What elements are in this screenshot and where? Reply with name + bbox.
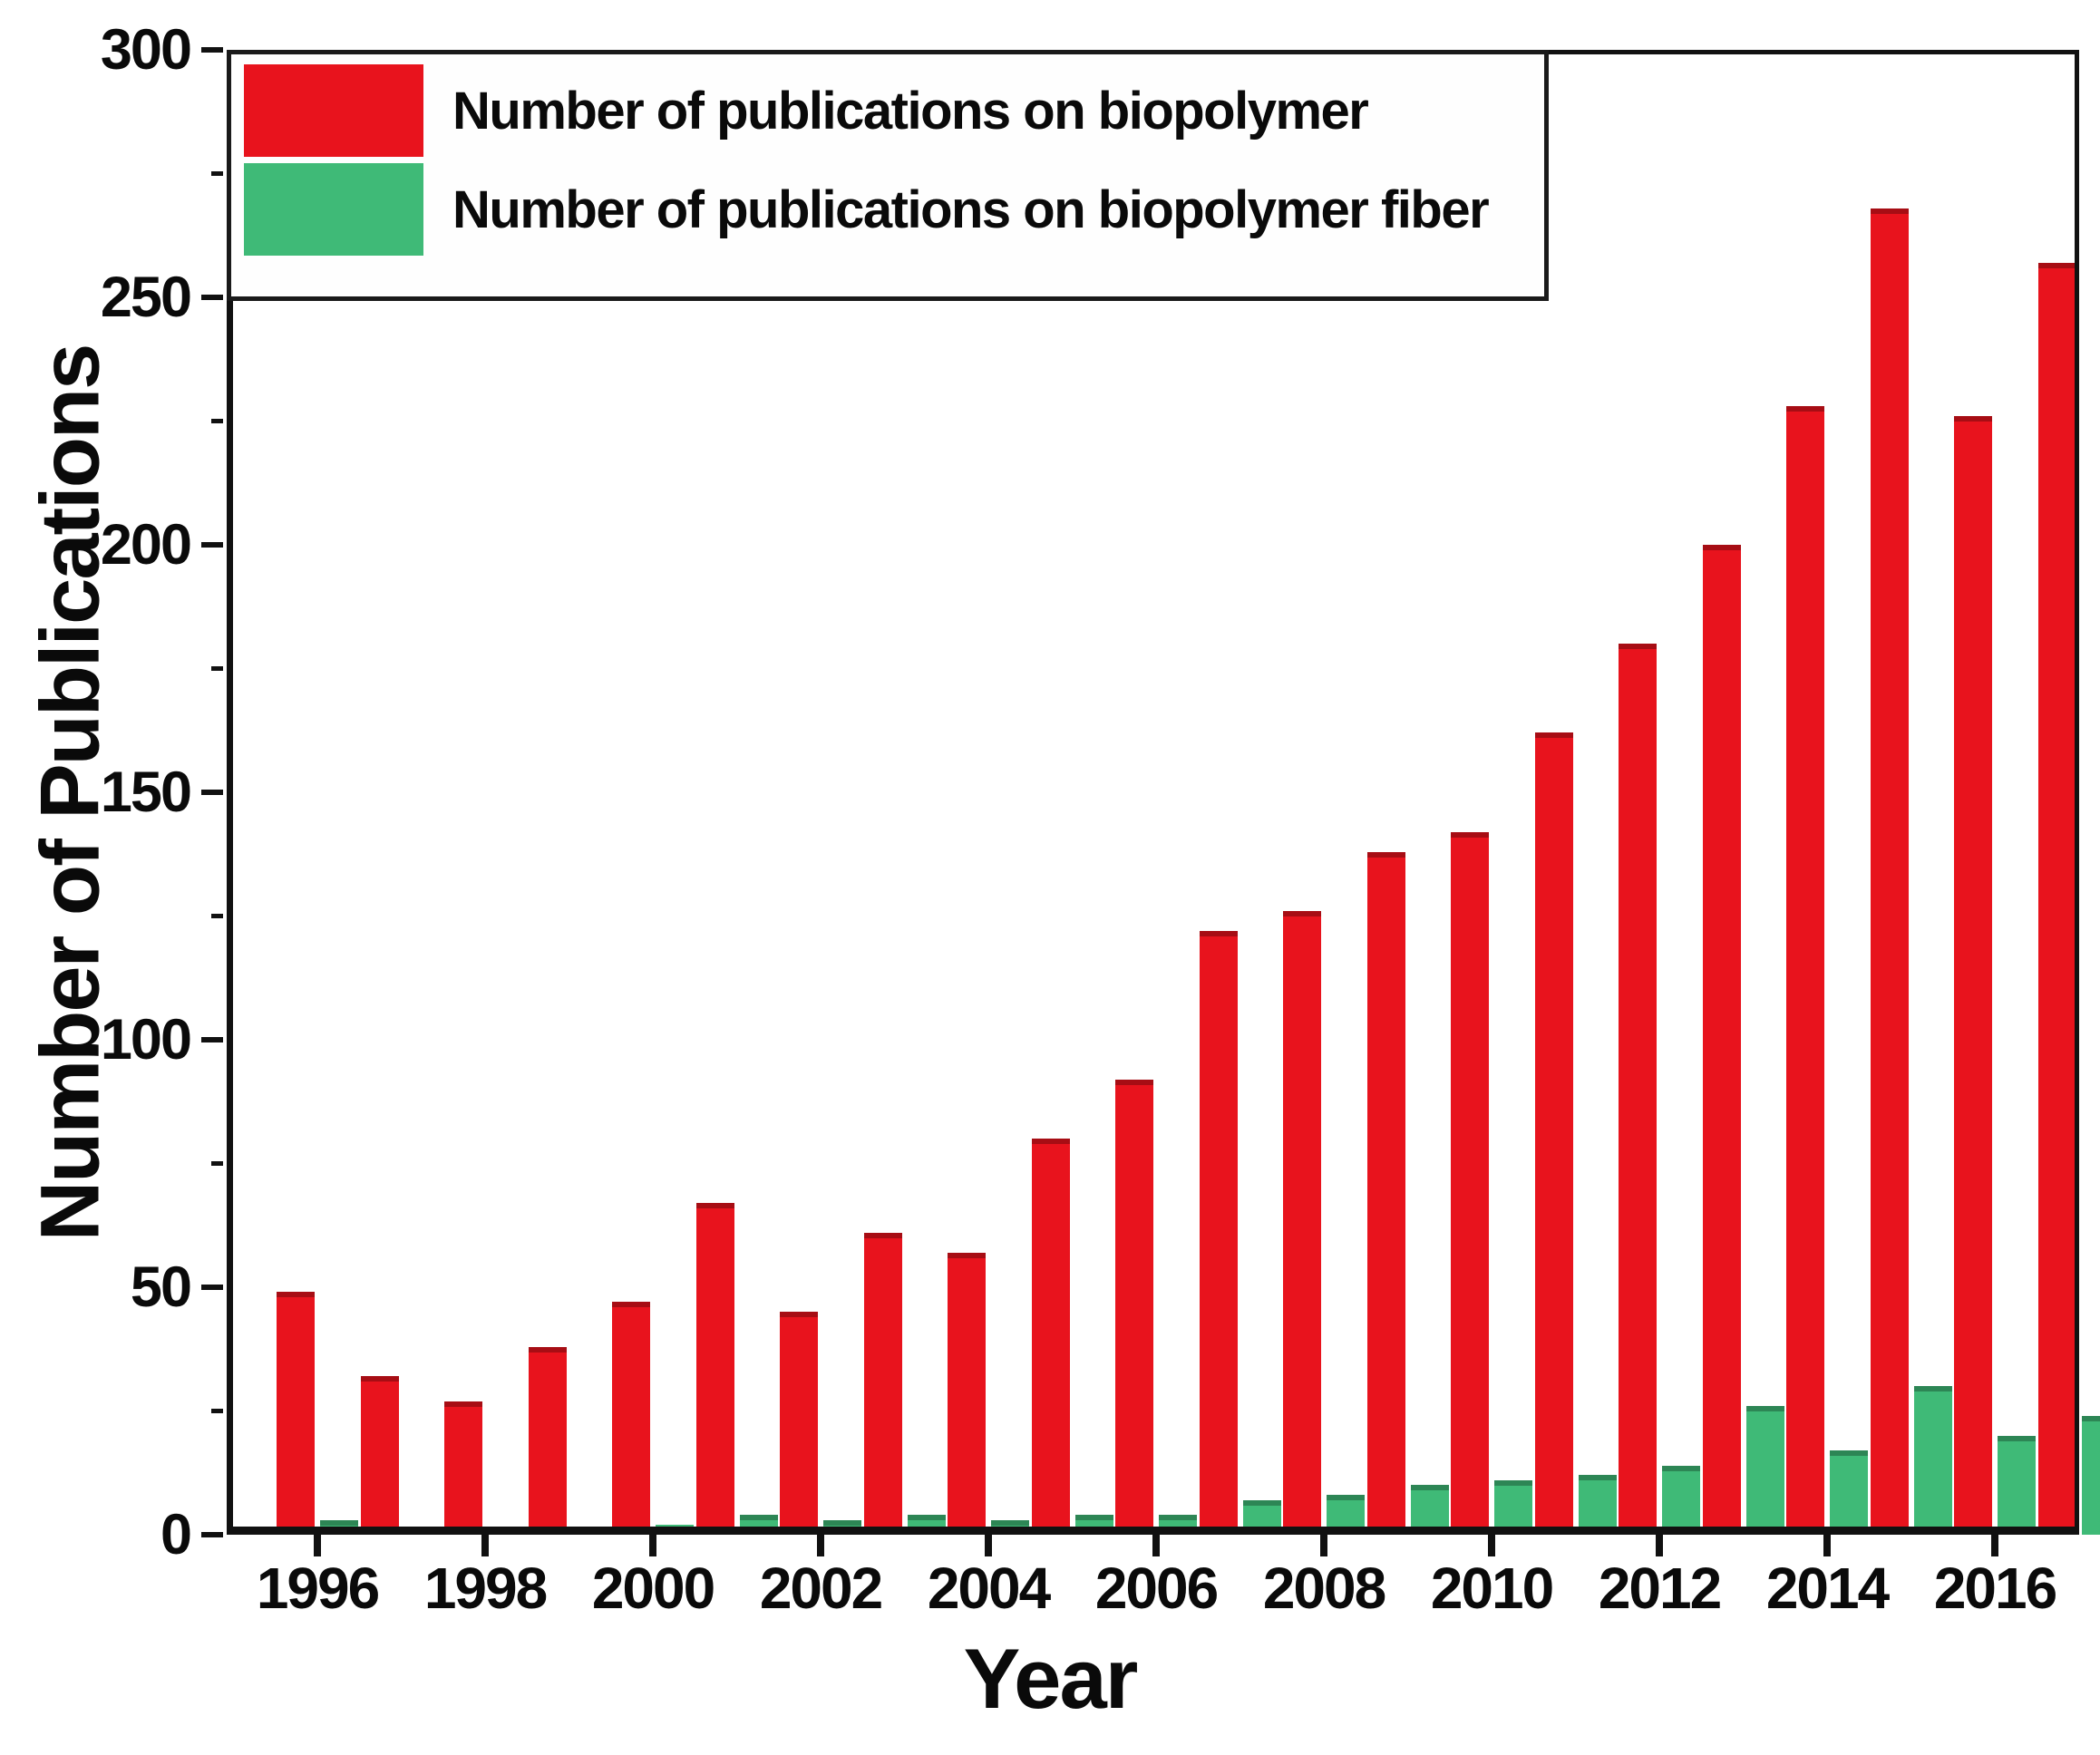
bar-biopolymer-2010 bbox=[1451, 831, 1489, 1535]
y-tick bbox=[201, 1285, 223, 1290]
bar-fiber-1996 bbox=[320, 1519, 358, 1535]
x-tick-label: 2010 bbox=[1430, 1556, 1554, 1621]
legend-swatch-biopolymer bbox=[244, 64, 423, 157]
x-axis-title: Year bbox=[963, 1631, 1139, 1726]
bar-biopolymer-2001 bbox=[695, 1203, 734, 1535]
legend-swatch-biopolymer-fiber bbox=[244, 163, 423, 256]
y-tick-label: 50 bbox=[130, 1256, 192, 1319]
bar-biopolymer-2013 bbox=[1702, 545, 1741, 1535]
y-tick-label: 100 bbox=[100, 1008, 192, 1071]
y-minor-tick bbox=[211, 1160, 223, 1166]
bar-biopolymer-2009 bbox=[1366, 851, 1405, 1535]
bar-fiber-2008 bbox=[1327, 1495, 1365, 1535]
y-minor-tick bbox=[211, 913, 223, 918]
bar-biopolymer-1996 bbox=[277, 1292, 315, 1535]
x-tick-label: 1998 bbox=[423, 1556, 548, 1621]
bar-fiber-2015 bbox=[1913, 1386, 1952, 1535]
bar-fiber-2004 bbox=[991, 1519, 1029, 1535]
bar-biopolymer-2011 bbox=[1534, 732, 1573, 1535]
legend-item-biopolymer: Number of publications on biopolymer bbox=[244, 63, 1544, 159]
bar-biopolymer-2000 bbox=[612, 1302, 650, 1535]
bar-fiber-2016 bbox=[1998, 1435, 2036, 1535]
x-tick-label: 2000 bbox=[591, 1556, 715, 1621]
legend-label-biopolymer-fiber: Number of publications on biopolymer fib… bbox=[452, 179, 1490, 239]
x-tick-label: 1996 bbox=[256, 1556, 380, 1621]
x-tick bbox=[649, 1535, 656, 1556]
bar-fiber-2013 bbox=[1745, 1406, 1784, 1535]
x-tick bbox=[481, 1535, 489, 1556]
bar-fiber-2000 bbox=[656, 1525, 694, 1535]
bar-biopolymer-2002 bbox=[780, 1312, 818, 1535]
x-tick-label: 2012 bbox=[1598, 1556, 1722, 1621]
y-minor-tick bbox=[211, 665, 223, 671]
bar-biopolymer-2015 bbox=[1870, 208, 1909, 1535]
bar-fiber-2006 bbox=[1159, 1515, 1197, 1535]
bar-fiber-2010 bbox=[1494, 1479, 1532, 1535]
y-minor-tick bbox=[211, 170, 223, 176]
bar-biopolymer-2014 bbox=[1786, 406, 1824, 1535]
y-tick-label: 250 bbox=[100, 266, 192, 329]
bar-biopolymer-1997 bbox=[360, 1376, 399, 1535]
bar-biopolymer-2017 bbox=[2037, 262, 2076, 1535]
bar-biopolymer-2008 bbox=[1283, 911, 1321, 1535]
x-tick-label: 2002 bbox=[759, 1556, 883, 1621]
x-tick bbox=[314, 1535, 321, 1556]
x-tick bbox=[985, 1535, 992, 1556]
bar-fiber-2001 bbox=[739, 1515, 778, 1535]
bar-fiber-2005 bbox=[1074, 1515, 1113, 1535]
x-tick-label: 2008 bbox=[1262, 1556, 1386, 1621]
y-tick bbox=[201, 295, 223, 300]
y-tick bbox=[201, 1532, 223, 1537]
y-tick bbox=[201, 47, 223, 53]
x-tick-label: 2016 bbox=[1933, 1556, 2057, 1621]
bar-biopolymer-2016 bbox=[1954, 416, 1992, 1535]
y-minor-tick bbox=[211, 418, 223, 423]
x-tick bbox=[817, 1535, 824, 1556]
bar-fiber-2012 bbox=[1662, 1465, 1700, 1535]
x-tick bbox=[1488, 1535, 1495, 1556]
bar-fiber-1999 bbox=[571, 1529, 610, 1535]
bar-fiber-2014 bbox=[1830, 1450, 1868, 1535]
y-tick-label: 150 bbox=[100, 761, 192, 824]
x-tick-label: 2014 bbox=[1765, 1556, 1890, 1621]
bar-fiber-2011 bbox=[1578, 1475, 1617, 1535]
y-minor-tick bbox=[211, 1408, 223, 1413]
x-tick bbox=[1656, 1535, 1663, 1556]
plot-area: Number of publications on biopolymer Num… bbox=[101, 19, 2100, 1621]
legend: Number of publications on biopolymer Num… bbox=[227, 50, 1549, 301]
y-tick bbox=[201, 542, 223, 548]
bar-biopolymer-2003 bbox=[863, 1232, 902, 1535]
x-tick-label: 2006 bbox=[1094, 1556, 1219, 1621]
bar-fiber-1997 bbox=[403, 1529, 442, 1535]
x-tick bbox=[1823, 1535, 1831, 1556]
x-tick bbox=[1991, 1535, 1998, 1556]
x-tick bbox=[1320, 1535, 1327, 1556]
bar-fiber-2009 bbox=[1410, 1485, 1449, 1535]
bar-biopolymer-1998 bbox=[444, 1401, 482, 1535]
bar-fiber-2003 bbox=[907, 1515, 946, 1535]
x-tick bbox=[1152, 1535, 1160, 1556]
y-tick bbox=[201, 1037, 223, 1042]
bar-biopolymer-2004 bbox=[948, 1252, 986, 1535]
y-tick-label: 200 bbox=[100, 513, 192, 577]
legend-item-biopolymer-fiber: Number of publications on biopolymer fib… bbox=[244, 161, 1544, 257]
legend-label-biopolymer: Number of publications on biopolymer bbox=[452, 81, 1369, 141]
bar-biopolymer-2006 bbox=[1115, 1079, 1153, 1535]
x-tick-label: 2004 bbox=[927, 1556, 1051, 1621]
bar-fiber-1998 bbox=[488, 1529, 526, 1535]
y-tick-label: 0 bbox=[160, 1503, 192, 1566]
bar-biopolymer-1999 bbox=[528, 1346, 567, 1535]
bar-biopolymer-2005 bbox=[1031, 1139, 1070, 1535]
bar-biopolymer-2012 bbox=[1619, 644, 1657, 1535]
y-tick-label: 300 bbox=[100, 18, 192, 82]
y-tick bbox=[201, 790, 223, 795]
bar-fiber-2007 bbox=[1242, 1499, 1281, 1535]
bar-fiber-2002 bbox=[823, 1519, 861, 1535]
bar-biopolymer-2007 bbox=[1199, 930, 1238, 1535]
bar-fiber-2017 bbox=[2081, 1415, 2100, 1535]
